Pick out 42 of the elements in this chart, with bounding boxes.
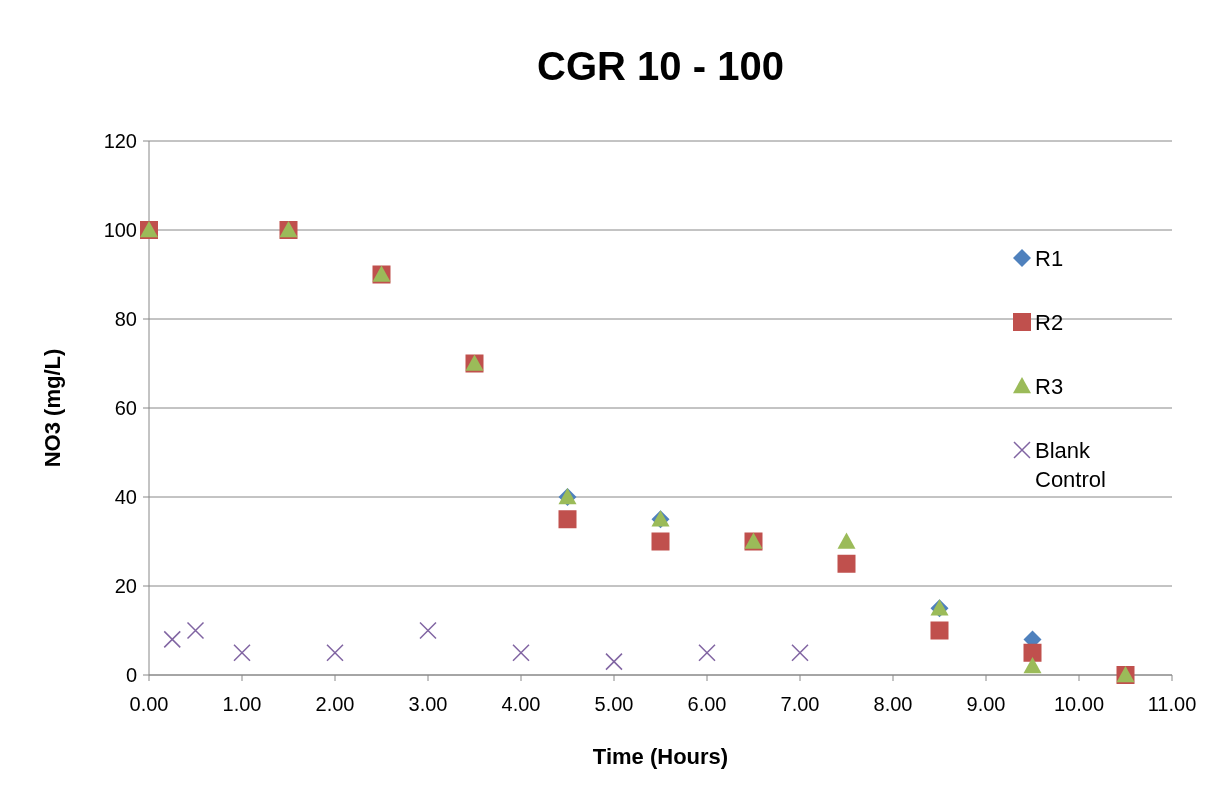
- x-tick-label: 6.00: [687, 693, 727, 715]
- y-tick-label: 120: [103, 130, 137, 152]
- point: [512, 644, 530, 662]
- point: [1023, 643, 1042, 662]
- x-tick-label: 3.00: [408, 693, 448, 715]
- y-tick-label: 20: [114, 575, 137, 597]
- y-tick-label: 40: [114, 486, 137, 508]
- legend-label: R1: [1035, 245, 1064, 271]
- point: [791, 644, 809, 662]
- x-tick-label: 5.00: [594, 693, 634, 715]
- y-tick-label: 60: [114, 397, 137, 419]
- x-tick-label: 9.00: [966, 693, 1006, 715]
- x-tick-label: 4.00: [501, 693, 541, 715]
- x-tick-label: 8.00: [873, 693, 913, 715]
- point: [186, 621, 205, 640]
- x-tick-label: 11.00: [1147, 693, 1197, 715]
- x-tick-label: 7.00: [780, 693, 820, 715]
- legend-label: R2: [1035, 309, 1064, 335]
- point: [233, 644, 251, 662]
- point: [837, 532, 856, 549]
- point: [1023, 657, 1042, 674]
- x-tick-label: 10.00: [1053, 693, 1105, 715]
- x-tick-label: 1.00: [222, 693, 262, 715]
- point: [605, 652, 623, 671]
- point: [326, 644, 344, 662]
- x-tick-label: 2.00: [315, 693, 355, 715]
- point: [837, 554, 856, 573]
- point: [163, 630, 181, 649]
- y-tick-label: 0: [125, 664, 137, 686]
- legend-label: Blank Control: [1035, 437, 1106, 493]
- y-tick-label: 100: [103, 219, 137, 241]
- y-tick-label: 80: [114, 308, 137, 330]
- legend-label: R3: [1035, 373, 1064, 399]
- point: [698, 644, 716, 662]
- point: [651, 532, 670, 551]
- point: [558, 510, 577, 529]
- point: [930, 621, 949, 640]
- x-tick-label: 0.00: [129, 693, 169, 715]
- chart-title: CGR 10 - 100: [537, 44, 784, 88]
- point: [419, 621, 437, 640]
- y-axis-title: NO3 (mg/L): [40, 348, 65, 468]
- x-axis-title: Time (Hours): [592, 744, 729, 769]
